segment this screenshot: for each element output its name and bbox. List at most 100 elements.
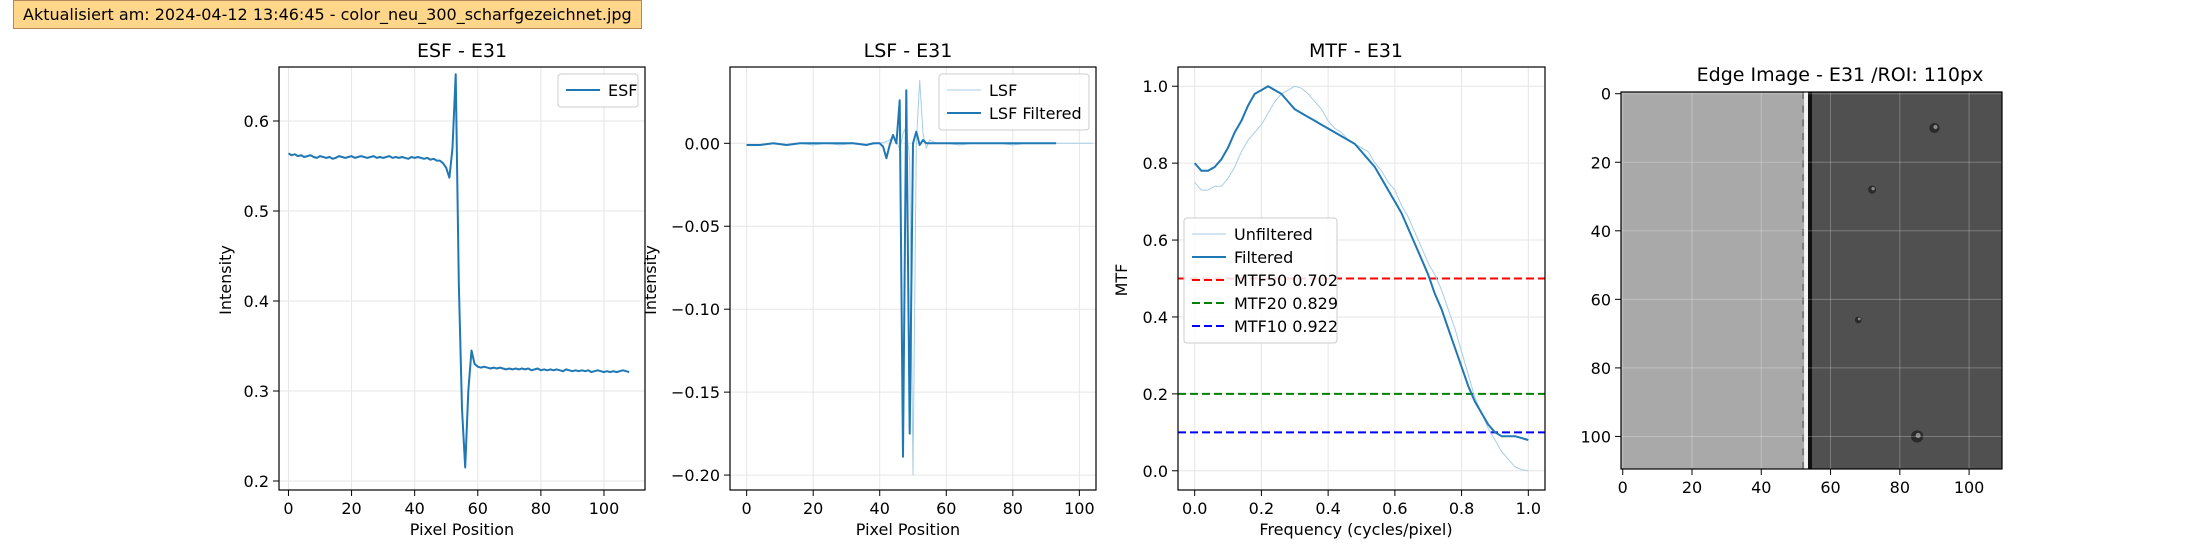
lsf-xtick-label: 60 (936, 499, 956, 518)
edge-ringing (1802, 352, 1805, 360)
update-banner: Aktualisiert am: 2024-04-12 13:46:45 - c… (13, 0, 642, 29)
edge-ytick-label: 20 (1591, 153, 1611, 172)
edge-ringing (1802, 462, 1805, 469)
lsf-legend-label: LSF Filtered (989, 104, 1082, 123)
edge-ringing (1802, 338, 1805, 346)
esf-series-line (287, 73, 630, 469)
lsf-xtick-label: 0 (742, 499, 752, 518)
mtf-ytick-label: 0.0 (1143, 462, 1168, 481)
esf-series-layer (287, 73, 630, 469)
mtf-ytick-label: 0.6 (1143, 231, 1168, 250)
mtf-chart: MTF - E31 Frequency (cycles/pixel) MTF 0… (1112, 40, 1546, 539)
edge-spot-highlight (1857, 317, 1861, 321)
esf-xtick-label: 80 (531, 499, 551, 518)
edge-spot (1854, 316, 1862, 324)
esf-ytick-label: 0.5 (244, 202, 269, 221)
mtf-legend-label: MTF20 0.829 (1234, 294, 1338, 313)
lsf-ytick-label: 0.00 (684, 134, 720, 153)
edge-spot-highlight (1915, 432, 1921, 438)
mtf-title: MTF - E31 (1309, 40, 1403, 62)
edge-ringing (1802, 105, 1805, 113)
edge-ytick-label: 0 (1601, 85, 1611, 104)
lsf-chart: LSF - E31 Pixel Position Intensity 0 20 40… (641, 40, 1097, 539)
mtf-ytick-label: 0.2 (1143, 385, 1168, 404)
edge-ringing (1802, 270, 1805, 278)
edge-highlight (1804, 92, 1809, 469)
edge-ringing (1802, 92, 1805, 99)
esf-xtick-label: 40 (404, 499, 424, 518)
esf-xtick-label: 20 (341, 499, 361, 518)
mtf-ytick-label: 0.8 (1143, 154, 1168, 173)
esf-xtick-label: 60 (468, 499, 488, 518)
edge-ytick-label: 80 (1591, 359, 1611, 378)
edge-plot: 0 20 40 60 80 100 0 20 40 60 80 100 (1580, 85, 2003, 497)
edge-ringing (1802, 434, 1805, 442)
lsf-xlabel: Pixel Position (856, 520, 960, 539)
mtf-xlabel: Frequency (cycles/pixel) (1259, 520, 1452, 539)
esf-xlabel: Pixel Position (410, 520, 514, 539)
edge-ringing (1802, 242, 1805, 250)
edge-ringing (1802, 379, 1805, 387)
mtf-plot: 0.0 0.2 0.4 0.6 0.8 1.0 0.0 0.2 0.4 0.6 0.8 1.0 Unfi… (1143, 66, 1546, 518)
edge-ringing (1802, 174, 1805, 182)
mtf-legend-label: Filtered (1234, 248, 1293, 267)
edge-ringing (1802, 187, 1805, 195)
edge-ytick-label: 40 (1591, 222, 1611, 241)
lsf-xtick-label: 20 (803, 499, 823, 518)
edge-ringing (1802, 366, 1805, 374)
esf-ytick-label: 0.4 (244, 292, 269, 311)
esf-ytick-label: 0.2 (244, 472, 269, 491)
esf-chart: ESF - E31 Pixel Position Intensity 0 20 40… (216, 40, 646, 539)
lsf-legend-box (938, 73, 1090, 131)
esf-ytick-label: 0.3 (244, 382, 269, 401)
mtf-series-line (1194, 85, 1529, 472)
mtf-xtick-label: 0.2 (1249, 499, 1274, 518)
esf-legend-label: ESF (608, 81, 637, 100)
edge-ringing (1802, 215, 1805, 223)
edge-ringing (1802, 297, 1805, 305)
edge-xtick-label: 80 (1890, 478, 1910, 497)
edge-ringing (1802, 256, 1805, 264)
lsf-xtick-label: 40 (870, 499, 890, 518)
mtf-legend-label: MTF10 0.922 (1234, 317, 1338, 336)
edge-ringing (1802, 160, 1805, 168)
mtf-ytick-label: 0.4 (1143, 308, 1168, 327)
mtf-legend-box (1183, 217, 1338, 344)
lsf-plot: 0 20 40 60 80 100 0.00 −0.05 −0.10 −0.15 −0.20 LSF L… (671, 66, 1097, 518)
lsf-series-layer (746, 79, 1093, 476)
edge-xtick-label: 20 (1682, 478, 1702, 497)
edge-image-chart: Edge Image - E31 /ROI: 110px 0 20 40 60 80 10… (1580, 64, 2003, 497)
edge-ytick-label: 100 (1580, 427, 1611, 446)
lsf-ytick-label: −0.10 (671, 300, 720, 319)
esf-title: ESF - E31 (417, 40, 507, 62)
lsf-ytick-label: −0.05 (671, 217, 720, 236)
lsf-frame (729, 66, 1097, 491)
edge-ringing (1802, 119, 1805, 127)
mtf-xtick-label: 0.8 (1449, 499, 1474, 518)
edge-frame (1620, 91, 2003, 470)
mtf-ytick-label: 1.0 (1143, 77, 1168, 96)
esf-xtick-label: 100 (589, 499, 620, 518)
edge-spot-highlight (1871, 186, 1875, 191)
edge-ringing (1802, 311, 1805, 319)
edge-xtick-label: 0 (1618, 478, 1628, 497)
mtf-legend-label: MTF50 0.702 (1234, 271, 1338, 290)
lsf-xtick-label: 100 (1064, 499, 1095, 518)
edge-ringing (1802, 229, 1805, 236)
mtf-xtick-label: 0.0 (1182, 499, 1207, 518)
mtf-series-line (1193, 85, 1529, 441)
lsf-xtick-label: 80 (1003, 499, 1023, 518)
mtf-frame (1177, 66, 1546, 491)
edge-spot-highlight (1933, 124, 1938, 130)
lsf-ytick-label: −0.20 (671, 466, 720, 485)
edge-xtick-label: 60 (1820, 478, 1840, 497)
lsf-title: LSF - E31 (864, 40, 953, 62)
mtf-xtick-label: 0.4 (1315, 499, 1340, 518)
edge-ringing (1802, 146, 1805, 154)
lsf-series-line (746, 89, 1057, 458)
edge-ringing (1802, 283, 1805, 291)
edge-ytick-label: 60 (1591, 290, 1611, 309)
edge-ringing (1802, 133, 1805, 140)
edge-title: Edge Image - E31 /ROI: 110px (1697, 64, 1984, 86)
